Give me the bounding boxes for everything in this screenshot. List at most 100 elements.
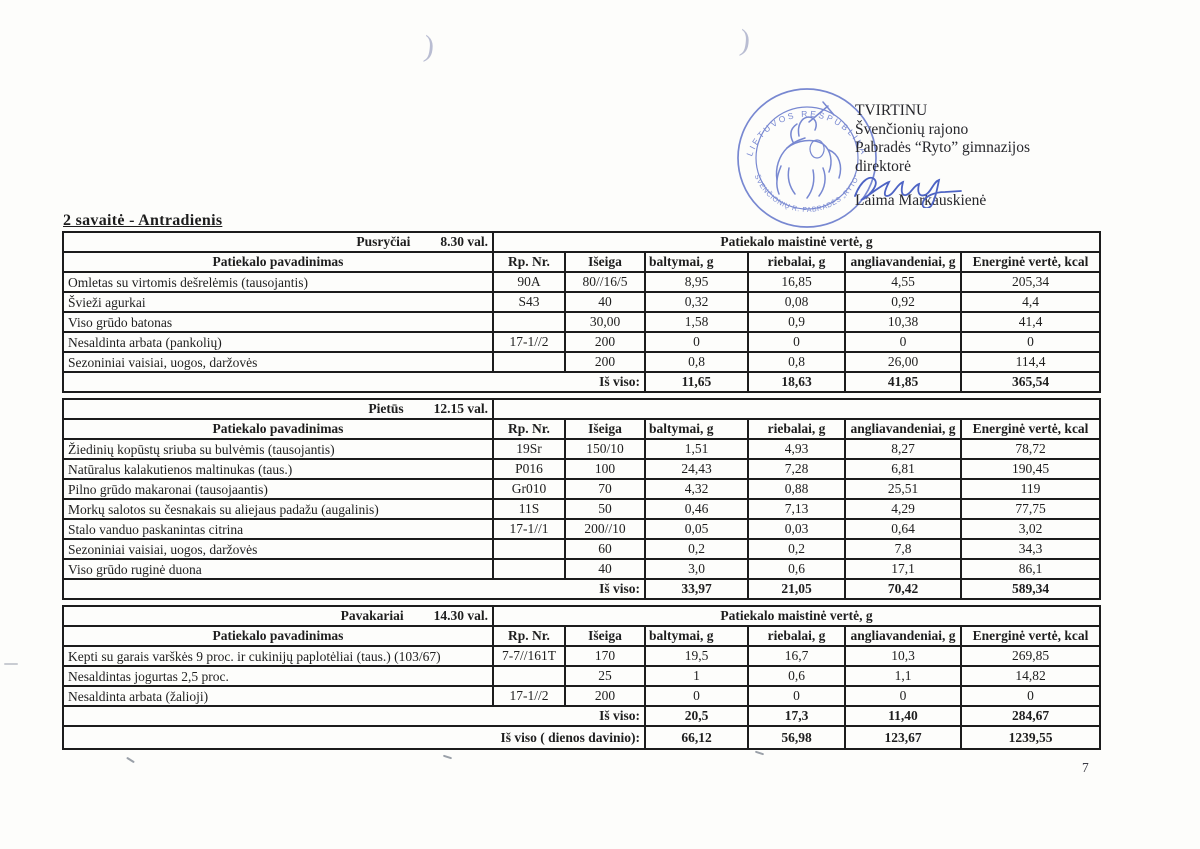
dish-value-cell: 0,46 xyxy=(644,498,749,520)
grand-total-label-cell: Iš viso ( dienos davinio): xyxy=(62,725,646,750)
dish-value-cell: 1,58 xyxy=(644,311,749,333)
stamp-arc-top-text: LIETUVOS RESPUBLIKA xyxy=(744,109,867,158)
dish-name-cell: Švieži agurkai xyxy=(62,291,494,313)
total-value-cell: 365,54 xyxy=(959,371,1102,393)
svg-text:ŠVENČIONIŲ R. PABRADĖS „RYTO“: ŠVENČIONIŲ R. PABRADĖS „RYTO“ xyxy=(753,173,862,214)
dish-value-cell: 70 xyxy=(564,478,646,500)
approval-block: TVIRTINU Švenčionių rajono Pabradės “Ryt… xyxy=(855,102,1030,211)
dish-value-cell: 0,9 xyxy=(747,311,846,333)
dish-value-cell: 1 xyxy=(644,665,749,687)
dish-value-cell xyxy=(492,558,566,580)
dish-name-cell: Nesaldinta arbata (pankolių) xyxy=(62,331,494,353)
dish-value-cell: 0,64 xyxy=(844,518,962,540)
dish-value-cell: 200 xyxy=(564,685,646,707)
meal-header-row: Pietūs 12.15 val. xyxy=(62,398,1102,420)
dish-name-cell: Stalo vanduo paskanintas citrina xyxy=(62,518,494,540)
dish-value-cell: 170 xyxy=(564,645,646,667)
dish-value-cell: 0,6 xyxy=(747,558,846,580)
dish-value-cell: 25,51 xyxy=(844,478,962,500)
dish-name-cell: Viso grūdo ruginė duona xyxy=(62,558,494,580)
signature xyxy=(854,176,962,208)
dish-value-cell: 17-1//2 xyxy=(492,331,566,353)
meal-header-row: Pusryčiai 8.30 val. Patiekalo maistinė ve… xyxy=(62,231,1102,253)
col-header-baltymai: baltymai, g xyxy=(644,625,749,647)
dish-value-cell: 0 xyxy=(844,685,962,707)
dish-value-cell: 14,82 xyxy=(959,665,1102,687)
dish-name-cell: Viso grūdo batonas xyxy=(62,311,494,333)
dish-value-cell: 205,34 xyxy=(959,271,1102,293)
col-header-iseiga: Išeiga xyxy=(564,418,646,440)
grand-total-row: Iš viso ( dienos davinio): 66,12 56,98 123,… xyxy=(62,725,1102,750)
total-value-cell: 11,40 xyxy=(844,705,962,727)
dish-value-cell: 40 xyxy=(564,291,646,313)
col-header-angliavandeniai: angliavandeniai, g xyxy=(844,251,962,273)
dish-value-cell: 16,7 xyxy=(747,645,846,667)
col-header-name: Patiekalo pavadinimas xyxy=(62,625,494,647)
dish-value-cell: 0,8 xyxy=(747,351,846,373)
dish-name-cell: Žiedinių kopūstų sriuba su bulvėmis (tau… xyxy=(62,438,494,460)
dish-name-cell: Nesaldinta arbata (žalioji) xyxy=(62,685,494,707)
dish-value-cell: 34,3 xyxy=(959,538,1102,560)
stamp-outer-ring xyxy=(737,88,877,228)
dish-value-cell: 40 xyxy=(564,558,646,580)
col-header-baltymai: baltymai, g xyxy=(644,251,749,273)
dish-name-cell: Natūralus kalakutienos maltinukas (taus.… xyxy=(62,458,494,480)
dish-value-cell: 60 xyxy=(564,538,646,560)
col-header-riebalai: riebalai, g xyxy=(747,251,846,273)
dish-value-cell: S43 xyxy=(492,291,566,313)
stamp-inner-ring xyxy=(755,106,859,210)
dish-name-cell: Sezoniniai vaisiai, uogos, daržovės xyxy=(62,351,494,373)
scan-mark xyxy=(126,756,135,764)
total-value-cell: 589,34 xyxy=(959,578,1102,600)
col-header-energine: Energinė vertė, kcal xyxy=(959,625,1102,647)
grand-total-value-cell: 66,12 xyxy=(644,725,749,750)
dish-value-cell: 190,45 xyxy=(959,458,1102,480)
meal-table-pavakariai: Pavakariai 14.30 val. Patiekalo maistinė … xyxy=(62,605,1102,750)
dish-value-cell: 200 xyxy=(564,331,646,353)
scan-mark xyxy=(442,754,453,760)
dish-row: Sezoniniai vaisiai, uogos, daržovės 200 0,… xyxy=(62,351,1102,373)
dish-value-cell: 119 xyxy=(959,478,1102,500)
dish-name-cell: Pilno grūdo makaronai (tausojaantis) xyxy=(62,478,494,500)
meal-time: 14.30 val. xyxy=(433,608,488,623)
dish-value-cell: 0,2 xyxy=(644,538,749,560)
dish-value-cell: Gr010 xyxy=(492,478,566,500)
col-header-name: Patiekalo pavadinimas xyxy=(62,251,494,273)
total-value-cell: 284,67 xyxy=(959,705,1102,727)
scan-artifact: ) xyxy=(738,23,752,58)
total-value-cell: 70,42 xyxy=(844,578,962,600)
dish-row: Morkų salotos su česnakais su aliejaus p… xyxy=(62,498,1102,520)
col-header-angliavandeniai: angliavandeniai, g xyxy=(844,625,962,647)
approval-line: Švenčionių rajono xyxy=(855,120,969,138)
col-header-energine: Energinė vertė, kcal xyxy=(959,251,1102,273)
dish-row: Sezoniniai vaisiai, uogos, daržovės 60 0,2… xyxy=(62,538,1102,560)
col-header-riebalai: riebalai, g xyxy=(747,418,846,440)
dish-value-cell: 17-1//2 xyxy=(492,685,566,707)
total-row: Iš viso: 20,5 17,3 11,40 284,67 xyxy=(62,705,1102,727)
col-header-rp: Rp. Nr. xyxy=(492,418,566,440)
total-label-cell: Iš viso: xyxy=(62,705,646,727)
dish-value-cell: 269,85 xyxy=(959,645,1102,667)
dish-value-cell: 0,88 xyxy=(747,478,846,500)
dish-row: Nesaldinta arbata (žalioji) 17-1//2 200 0 0 0… xyxy=(62,685,1102,707)
dish-value-cell xyxy=(492,351,566,373)
dish-value-cell: 41,4 xyxy=(959,311,1102,333)
dish-value-cell: 10,38 xyxy=(844,311,962,333)
dish-name-cell: Omletas su virtomis dešrelėmis (tausojan… xyxy=(62,271,494,293)
dish-value-cell: 3,02 xyxy=(959,518,1102,540)
dish-value-cell: 0 xyxy=(959,685,1102,707)
dish-value-cell: 19Sr xyxy=(492,438,566,460)
dish-row: Švieži agurkai S43 40 0,32 0,08 0,92 4,4 xyxy=(62,291,1102,313)
col-header-iseiga: Išeiga xyxy=(564,251,646,273)
dish-row: Pilno grūdo makaronai (tausojaantis) Gr01… xyxy=(62,478,1102,500)
meal-name: Pietūs xyxy=(368,401,404,416)
approval-line: TVIRTINU xyxy=(855,102,928,119)
dish-value-cell: 0 xyxy=(844,331,962,353)
official-round-stamp: LIETUVOS RESPUBLIKA ŠVENČIONIŲ R. PABRAD… xyxy=(737,88,877,228)
col-header-rp: Rp. Nr. xyxy=(492,625,566,647)
dish-value-cell: 0,2 xyxy=(747,538,846,560)
approval-line: Pabradės “Ryto” gimnazijos xyxy=(855,139,1031,157)
dish-name-cell: Sezoniniai vaisiai, uogos, daržovės xyxy=(62,538,494,560)
approval-line: direktorė xyxy=(855,157,911,175)
